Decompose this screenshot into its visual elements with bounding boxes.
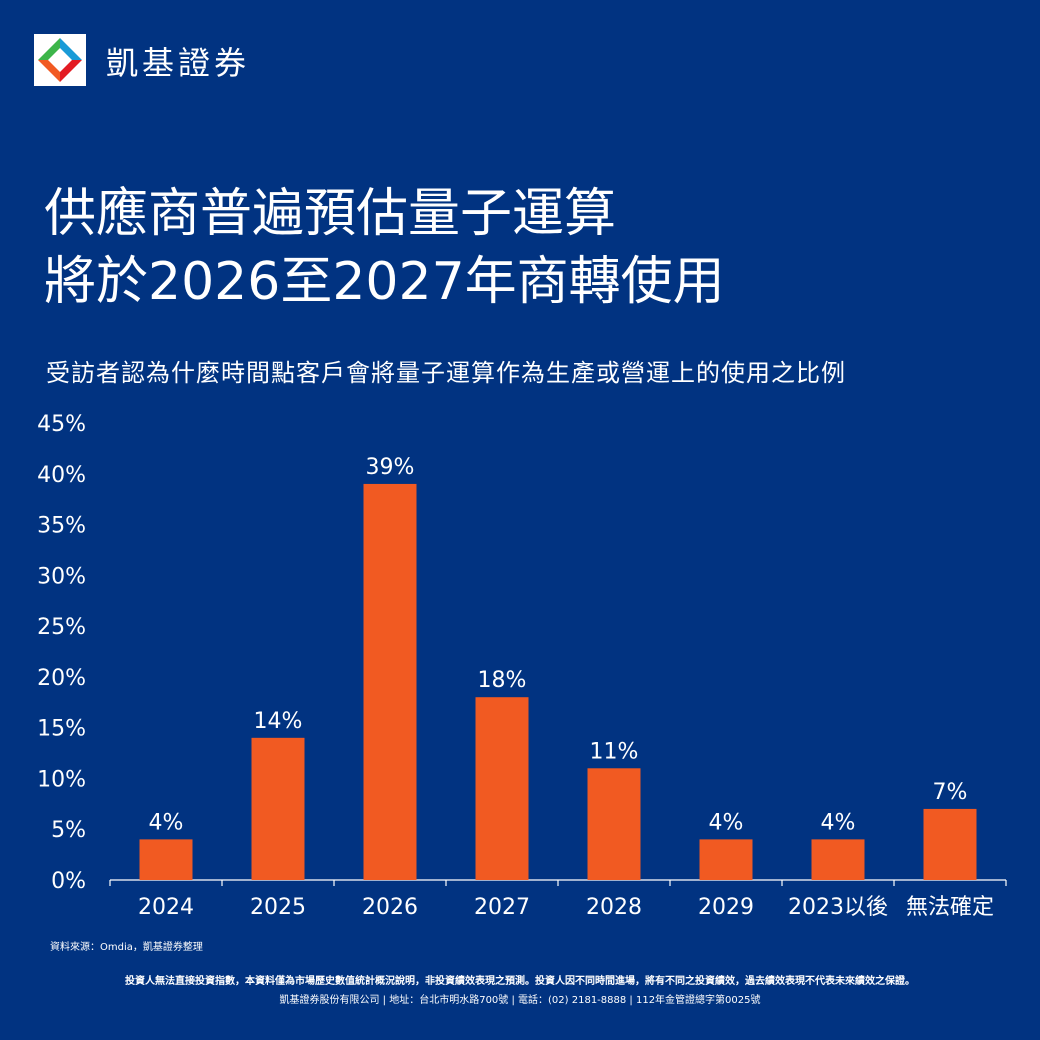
- y-tick-label: 45%: [37, 412, 86, 437]
- data-label: 11%: [590, 739, 639, 764]
- x-tick-label: 2027: [474, 895, 530, 920]
- title-line-1: 供應商普遍預估量子運算: [44, 184, 617, 244]
- bar-2026: [363, 483, 417, 880]
- brand-name: 凱基證券: [106, 44, 251, 82]
- data-label: 18%: [478, 668, 527, 693]
- bar-2027: [475, 697, 529, 880]
- source-note: 資料來源：Omdia，凱基證券整理: [50, 942, 203, 953]
- x-tick-label: 2023以後: [788, 895, 888, 920]
- y-tick-label: 25%: [37, 615, 86, 640]
- data-label: 4%: [821, 810, 856, 835]
- bar-chart: 0% 5% 10% 15% 20% 25% 30% 35% 40% 45% 4% 2024 14% 202…: [37, 412, 1007, 920]
- company-info: 凱基證券股份有限公司 | 地址：台北市明水路700號 | 電話：(02) 218…: [279, 995, 761, 1006]
- page-title: 供應商普遍預估量子運算 將於2026至2027年商轉使用: [44, 180, 725, 316]
- data-label: 7%: [933, 780, 968, 805]
- bar-2024: [139, 839, 193, 880]
- data-label: 39%: [366, 455, 415, 480]
- x-tick-label: 2025: [250, 895, 306, 920]
- bar-2028: [587, 768, 641, 880]
- bar-2029: [699, 839, 753, 880]
- y-tick-label: 30%: [37, 564, 86, 589]
- y-tick-label: 20%: [37, 666, 86, 691]
- x-tick-label: 2024: [138, 895, 194, 920]
- y-tick-label: 35%: [37, 514, 86, 539]
- bar-2025: [251, 737, 305, 880]
- bar-無法確定: [923, 808, 977, 880]
- disclaimer-text: 投資人無法直接投資指數，本資料僅為市場歷史數值統計概況說明，非投資績效表現之預測…: [125, 976, 915, 987]
- data-label: 4%: [709, 810, 744, 835]
- chart-subtitle: 受訪者認為什麼時間點客戶會將量子運算作為生產或營運上的使用之比例: [46, 359, 846, 387]
- title-line-2: 將於2026至2027年商轉使用: [44, 252, 725, 312]
- x-tick-label: 2026: [362, 895, 418, 920]
- x-tick-label: 2029: [698, 895, 754, 920]
- y-tick-label: 10%: [37, 767, 86, 792]
- kgi-logo-icon: [34, 34, 86, 86]
- x-tick-label: 2028: [586, 895, 642, 920]
- y-tick-label: 40%: [37, 463, 86, 488]
- y-tick-label: 0%: [51, 869, 86, 894]
- y-tick-label: 15%: [37, 717, 86, 742]
- y-tick-label: 5%: [51, 818, 86, 843]
- bar-2023以後: [811, 839, 865, 880]
- x-tick-label: 無法確定: [906, 895, 994, 920]
- data-label: 14%: [254, 709, 303, 734]
- data-label: 4%: [149, 810, 184, 835]
